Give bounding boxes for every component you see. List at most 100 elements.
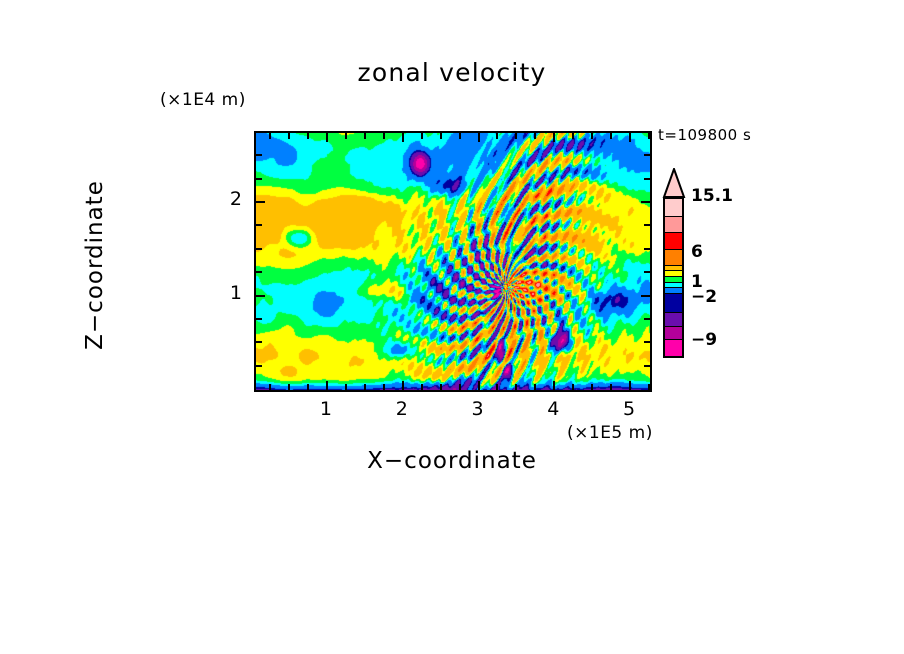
axis-tick [256, 365, 262, 367]
axis-tick [591, 133, 593, 139]
x-tick-label: 1 [319, 398, 333, 420]
time-annotation: t=109800 s [658, 126, 752, 144]
axis-tick [644, 365, 650, 367]
colorbar-segment [665, 326, 682, 341]
axis-tick [345, 133, 347, 139]
axis-tick [534, 384, 536, 390]
axis-tick [644, 341, 650, 343]
axis-tick [345, 384, 347, 390]
axis-tick [440, 133, 442, 139]
axis-tick [644, 178, 650, 180]
colorbar-segment [665, 293, 682, 314]
axis-tick [364, 384, 366, 390]
axis-tick [648, 384, 650, 390]
axis-tick [648, 133, 650, 139]
axis-tick [478, 381, 480, 390]
colorbar-segment [665, 340, 682, 356]
axis-tick [421, 133, 423, 139]
colorbar-tick-label: 6 [691, 242, 703, 262]
axis-tick [572, 133, 574, 139]
axis-tick [644, 131, 650, 133]
axis-tick [269, 384, 271, 390]
axis-tick [383, 133, 385, 139]
axis-tick [256, 201, 265, 203]
axis-tick [572, 384, 574, 390]
axis-tick [269, 133, 271, 139]
y-tick-label: 1 [229, 281, 242, 304]
axis-tick [644, 271, 650, 273]
colorbar-segment [665, 217, 682, 233]
axis-tick [256, 224, 262, 226]
x-tick-label: 3 [471, 398, 484, 420]
axis-tick [644, 224, 650, 226]
colorbar-segment [665, 249, 682, 266]
contour-field-canvas [256, 133, 650, 390]
axis-tick [256, 318, 262, 320]
axis-tick [256, 131, 262, 133]
axis-tick [288, 133, 290, 139]
axis-tick [256, 248, 262, 250]
axis-tick [610, 384, 612, 390]
x-tick-label: 4 [547, 398, 560, 420]
axis-tick [644, 248, 650, 250]
axis-tick [256, 271, 262, 273]
colorbar-arrow-icon [662, 168, 686, 198]
axis-tick [534, 133, 536, 139]
axis-tick [496, 384, 498, 390]
colorbar-segment [665, 313, 682, 327]
axis-tick [402, 133, 404, 142]
colorbar [661, 168, 687, 390]
x-axis-unit-label: (×1E5 m) [567, 423, 653, 443]
y-tick-label: 2 [229, 188, 242, 211]
axis-tick [402, 381, 404, 390]
z-axis-unit-label: (×1E4 m) [160, 90, 246, 110]
axis-tick [459, 384, 461, 390]
axis-tick [288, 384, 290, 390]
axis-tick [307, 133, 309, 139]
colorbar-tick-label: 1 [691, 272, 703, 292]
colorbar-segment [665, 276, 682, 283]
colorbar-tick-label: −9 [691, 330, 718, 350]
colorbar-segment [665, 288, 682, 294]
axis-tick [459, 133, 461, 139]
axis-tick [515, 384, 517, 390]
axis-tick [256, 295, 265, 297]
chart-title: zonal velocity [357, 58, 547, 87]
axis-tick [256, 154, 262, 156]
colorbar-segment [665, 265, 682, 272]
axis-tick [629, 133, 631, 142]
y-axis-title: Z−coordinate [82, 180, 108, 350]
axis-tick [641, 201, 650, 203]
x-axis-title: X−coordinate [367, 448, 537, 474]
axis-tick [644, 318, 650, 320]
colorbar-tick-label: −2 [691, 287, 718, 307]
axis-tick [553, 133, 555, 142]
colorbar-segment [665, 271, 682, 277]
colorbar-tick-label: 15.1 [691, 186, 733, 206]
colorbar-gradient [663, 197, 684, 358]
axis-tick [256, 341, 262, 343]
x-tick-label: 2 [395, 398, 408, 420]
axis-tick [496, 133, 498, 139]
axis-tick [610, 133, 612, 139]
colorbar-segment [665, 282, 682, 289]
axis-tick [591, 384, 593, 390]
axis-tick [553, 381, 555, 390]
axis-tick [421, 384, 423, 390]
axis-tick [478, 133, 480, 142]
contour-plot-area [254, 131, 652, 392]
axis-tick [440, 384, 442, 390]
axis-tick [307, 384, 309, 390]
axis-tick [515, 133, 517, 139]
colorbar-segment [665, 232, 682, 250]
colorbar-segment [665, 199, 682, 218]
axis-tick [256, 178, 262, 180]
x-tick-label: 5 [623, 398, 636, 420]
axis-tick [629, 381, 631, 390]
axis-tick [641, 295, 650, 297]
axis-tick [383, 384, 385, 390]
axis-tick [326, 381, 328, 390]
axis-tick [364, 133, 366, 139]
axis-tick [326, 133, 328, 142]
